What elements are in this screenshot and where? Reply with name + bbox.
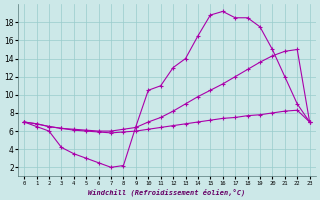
X-axis label: Windchill (Refroidissement éolien,°C): Windchill (Refroidissement éolien,°C): [88, 188, 245, 196]
